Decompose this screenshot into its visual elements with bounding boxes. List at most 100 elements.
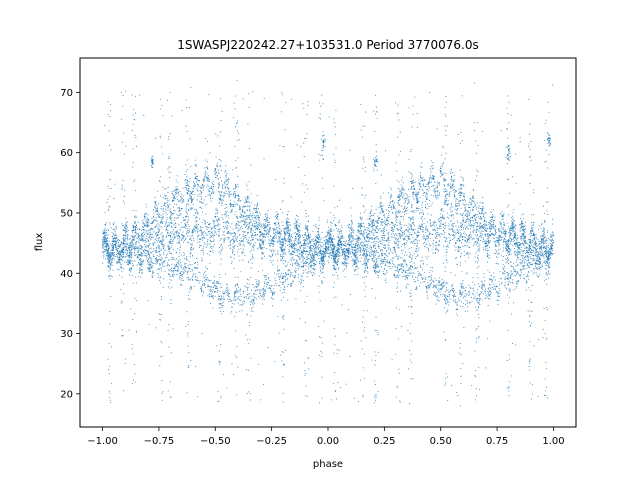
data-point (373, 261, 375, 263)
data-point (196, 177, 198, 179)
data-point (482, 234, 484, 236)
data-point (150, 247, 152, 249)
data-point (361, 241, 363, 244)
data-point (494, 249, 496, 251)
data-point (423, 234, 425, 236)
data-point (189, 279, 191, 281)
data-point (170, 232, 173, 235)
data-point (379, 228, 381, 230)
data-point (339, 241, 341, 243)
data-point (168, 225, 170, 227)
data-point (487, 294, 489, 296)
data-point (367, 239, 369, 241)
data-point (372, 234, 374, 236)
data-point (429, 271, 431, 273)
data-point (542, 242, 544, 244)
data-point (422, 281, 424, 283)
data-point (258, 219, 260, 221)
data-point (438, 235, 440, 237)
data-point (369, 220, 371, 222)
data-point (265, 276, 267, 278)
data-point (319, 258, 321, 260)
data-point (206, 235, 208, 237)
data-point (529, 246, 531, 248)
data-point (473, 243, 475, 245)
data-point (412, 272, 414, 274)
data-point (298, 231, 300, 233)
data-point (503, 239, 505, 241)
data-point (182, 279, 184, 282)
data-point (286, 220, 288, 222)
data-point (186, 221, 188, 223)
data-point (276, 268, 278, 270)
data-point (460, 194, 462, 197)
data-point (104, 228, 106, 230)
data-point (147, 263, 149, 265)
data-point (224, 273, 226, 275)
data-point (251, 302, 253, 304)
data-point (255, 286, 257, 288)
data-point (551, 250, 554, 252)
data-point (271, 253, 273, 255)
data-point (158, 245, 160, 247)
data-point (308, 243, 310, 245)
data-point (428, 190, 430, 192)
data-point (372, 245, 375, 247)
data-point (538, 252, 540, 255)
data-point (378, 219, 380, 221)
data-point (507, 243, 509, 245)
data-point (532, 224, 534, 226)
data-point (370, 205, 373, 207)
data-point (441, 288, 443, 290)
data-point (481, 283, 483, 285)
data-point (152, 228, 154, 230)
data-point (446, 190, 448, 192)
data-point (402, 259, 404, 262)
data-point (155, 257, 157, 259)
data-point (488, 221, 491, 223)
data-point (354, 251, 356, 253)
data-point (463, 295, 465, 297)
data-point (187, 190, 190, 192)
data-point (372, 232, 374, 234)
data-point (529, 261, 531, 264)
data-point (293, 259, 296, 261)
data-point (262, 223, 264, 225)
data-point (172, 193, 174, 196)
data-point (434, 189, 436, 191)
data-point (244, 285, 246, 287)
scatter-points (102, 79, 554, 407)
data-point (137, 241, 139, 243)
data-point (541, 242, 543, 244)
data-point (124, 252, 126, 254)
data-point (181, 193, 183, 195)
data-point (282, 260, 284, 262)
data-point (436, 249, 438, 251)
data-point (516, 239, 518, 241)
data-point (204, 232, 206, 234)
data-point (199, 280, 201, 282)
data-point (395, 266, 397, 268)
data-point (515, 287, 517, 289)
data-point (254, 232, 257, 234)
data-point (517, 237, 519, 239)
data-point (336, 260, 338, 263)
data-point (220, 251, 222, 253)
data-point (151, 233, 153, 236)
data-point (389, 248, 391, 250)
data-point (276, 231, 278, 233)
data-point (134, 230, 137, 232)
data-point (494, 240, 496, 242)
data-point (369, 237, 372, 239)
data-point (407, 273, 409, 275)
data-point (215, 177, 217, 179)
data-point (183, 272, 185, 274)
data-point (155, 205, 157, 207)
data-point (388, 207, 390, 209)
data-point (478, 248, 480, 250)
data-point (170, 216, 172, 218)
data-point (223, 239, 225, 241)
data-point (394, 275, 396, 277)
data-point (411, 181, 413, 183)
data-point (124, 234, 126, 236)
